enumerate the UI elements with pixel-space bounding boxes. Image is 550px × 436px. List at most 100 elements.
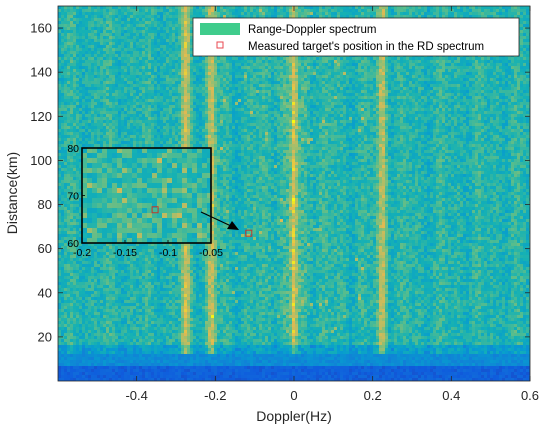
heatmap-cell (274, 81, 277, 84)
heatmap-cell (520, 42, 523, 45)
heatmap-cell (175, 60, 178, 63)
heatmap-cell (319, 75, 322, 78)
heatmap-cell (88, 93, 91, 96)
heatmap-cell (247, 78, 250, 81)
heatmap-cell (286, 12, 289, 15)
heatmap-cell (415, 84, 418, 87)
heatmap-cell (184, 60, 187, 63)
heatmap-cell (343, 72, 346, 75)
heatmap-cell (346, 6, 349, 9)
heatmap-cell (253, 75, 256, 78)
heatmap-cell (442, 84, 445, 87)
heatmap-cell (91, 63, 94, 66)
heatmap-cell (79, 90, 82, 93)
heatmap-cell (241, 78, 244, 81)
heatmap-cell (379, 66, 382, 69)
heatmap-cell (346, 87, 349, 90)
heatmap-cell (451, 69, 454, 72)
heatmap-cell (265, 90, 268, 93)
heatmap-cell (262, 63, 265, 66)
heatmap-cell (208, 72, 211, 75)
heatmap-cell (292, 63, 295, 66)
heatmap-cell (436, 57, 439, 60)
heatmap-cell (277, 81, 280, 84)
heatmap-cell (178, 63, 181, 66)
heatmap-cell (472, 15, 475, 18)
heatmap-cell (340, 78, 343, 81)
heatmap-cell (244, 81, 247, 84)
heatmap-cell (490, 75, 493, 78)
heatmap-cell (493, 6, 496, 9)
heatmap-cell (415, 78, 418, 81)
heatmap-cell (355, 66, 358, 69)
heatmap-cell (109, 33, 112, 36)
heatmap-cell (97, 63, 100, 66)
heatmap-cell (517, 57, 520, 60)
heatmap-cell (514, 81, 517, 84)
heatmap-cell (286, 69, 289, 72)
heatmap-cell (526, 78, 529, 81)
heatmap-cell (148, 9, 151, 12)
heatmap-cell (196, 66, 199, 69)
heatmap-cell (220, 12, 223, 15)
heatmap-cell (112, 51, 115, 54)
heatmap-cell (304, 9, 307, 12)
heatmap-cell (232, 57, 235, 60)
heatmap-cell (478, 6, 481, 9)
heatmap-cell (238, 57, 241, 60)
heatmap-cell (232, 9, 235, 12)
heatmap-cell (214, 60, 217, 63)
heatmap-cell (142, 24, 145, 27)
heatmap-cell (154, 90, 157, 93)
heatmap-cell (331, 87, 334, 90)
heatmap-cell (157, 51, 160, 54)
heatmap-cell (502, 60, 505, 63)
heatmap-cell (148, 18, 151, 21)
heatmap-cell (526, 39, 529, 42)
heatmap-cell (490, 6, 493, 9)
heatmap-cell (85, 96, 88, 99)
heatmap-cell (442, 15, 445, 18)
heatmap-cell (472, 63, 475, 66)
heatmap-cell (229, 60, 232, 63)
heatmap-cell (67, 96, 70, 99)
heatmap-cell (304, 72, 307, 75)
heatmap-cell (112, 30, 115, 33)
heatmap-cell (64, 36, 67, 39)
heatmap-cell (400, 66, 403, 69)
heatmap-cell (139, 75, 142, 78)
heatmap-cell (379, 63, 382, 66)
heatmap-cell (319, 72, 322, 75)
heatmap-cell (124, 69, 127, 72)
heatmap-cell (427, 96, 430, 99)
heatmap-cell (520, 90, 523, 93)
heatmap-cell (322, 6, 325, 9)
heatmap-cell (361, 81, 364, 84)
heatmap-cell (91, 18, 94, 21)
heatmap-cell (364, 6, 367, 9)
heatmap-cell (118, 75, 121, 78)
heatmap-cell (139, 63, 142, 66)
heatmap-cell (325, 87, 328, 90)
heatmap-cell (151, 57, 154, 60)
heatmap-cell (145, 9, 148, 12)
heatmap-cell (511, 90, 514, 93)
heatmap-cell (364, 78, 367, 81)
heatmap-cell (367, 84, 370, 87)
heatmap-cell (142, 27, 145, 30)
heatmap-cell (502, 81, 505, 84)
heatmap-cell (178, 57, 181, 60)
heatmap-cell (115, 54, 118, 57)
heatmap-cell (103, 36, 106, 39)
heatmap-cell (229, 57, 232, 60)
heatmap-cell (193, 66, 196, 69)
heatmap-cell (157, 24, 160, 27)
heatmap-cell (157, 18, 160, 21)
heatmap-cell (136, 48, 139, 51)
heatmap-cell (118, 45, 121, 48)
heatmap-cell (448, 87, 451, 90)
heatmap-cell (316, 6, 319, 9)
heatmap-cell (196, 78, 199, 81)
heatmap-cell (226, 90, 229, 93)
heatmap-cell (526, 72, 529, 75)
